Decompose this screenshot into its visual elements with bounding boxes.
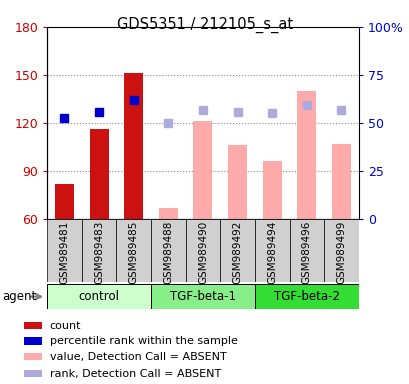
Text: GSM989485: GSM989485 <box>128 221 138 284</box>
Bar <box>254 284 358 309</box>
Bar <box>24 370 42 377</box>
Bar <box>47 219 81 282</box>
Bar <box>185 219 220 282</box>
Bar <box>254 219 289 282</box>
Text: GSM989492: GSM989492 <box>232 221 242 284</box>
Text: GSM989494: GSM989494 <box>267 221 276 284</box>
Bar <box>158 208 178 219</box>
Text: control: control <box>79 290 119 303</box>
Bar <box>89 129 108 219</box>
Text: GDS5351 / 212105_s_at: GDS5351 / 212105_s_at <box>117 17 292 33</box>
Bar <box>81 219 116 282</box>
Text: rank, Detection Call = ABSENT: rank, Detection Call = ABSENT <box>50 369 220 379</box>
Bar <box>47 284 151 309</box>
Bar <box>324 219 358 282</box>
Bar <box>227 145 247 219</box>
Bar <box>297 91 316 219</box>
Bar <box>331 144 350 219</box>
Text: TGF-beta-1: TGF-beta-1 <box>170 290 235 303</box>
Bar <box>55 184 74 219</box>
Text: TGF-beta-2: TGF-beta-2 <box>273 290 339 303</box>
Text: value, Detection Call = ABSENT: value, Detection Call = ABSENT <box>50 352 226 362</box>
Text: GSM989483: GSM989483 <box>94 221 104 284</box>
Text: count: count <box>50 321 81 331</box>
Bar <box>116 219 151 282</box>
Text: GSM989499: GSM989499 <box>336 221 346 284</box>
Text: GSM989488: GSM989488 <box>163 221 173 284</box>
Text: agent: agent <box>2 290 36 303</box>
Text: GSM989496: GSM989496 <box>301 221 311 284</box>
Bar <box>24 338 42 344</box>
Text: GSM989481: GSM989481 <box>59 221 69 284</box>
Bar <box>124 73 143 219</box>
Bar <box>289 219 324 282</box>
Bar <box>220 219 254 282</box>
Text: GSM989490: GSM989490 <box>198 221 207 284</box>
Bar <box>262 161 281 219</box>
Text: percentile rank within the sample: percentile rank within the sample <box>50 336 237 346</box>
Bar <box>24 353 42 360</box>
Bar <box>193 121 212 219</box>
Bar <box>151 219 185 282</box>
Bar <box>24 322 42 329</box>
Bar <box>151 284 254 309</box>
